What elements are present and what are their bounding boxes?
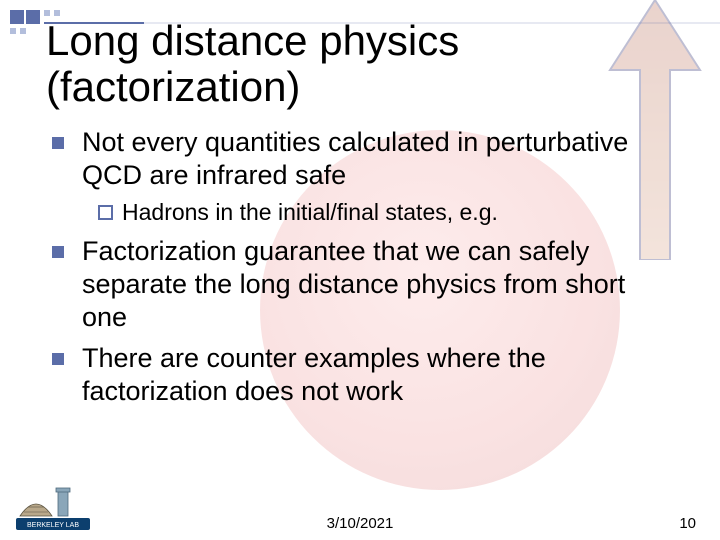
bullet-list: Not every quantities calculated in pertu… — [52, 126, 674, 407]
footer-date: 3/10/2021 — [0, 515, 720, 532]
bullet-item: There are counter examples where the fac… — [52, 342, 674, 408]
bullet-item: Factorization guarantee that we can safe… — [52, 235, 674, 334]
sub-bullet-list: Hadrons in the initial/final states, e.g… — [98, 198, 674, 227]
bullet-text: Factorization guarantee that we can safe… — [82, 236, 625, 332]
footer-page-number: 10 — [679, 515, 696, 532]
bullet-text: There are counter examples where the fac… — [82, 343, 546, 406]
corner-decoration — [0, 0, 160, 40]
bullet-text: Not every quantities calculated in pertu… — [82, 127, 628, 190]
berkeley-lab-logo: BERKELEY LAB — [14, 486, 92, 532]
logo-label: BERKELEY LAB — [27, 522, 79, 529]
bullet-item: Not every quantities calculated in pertu… — [52, 126, 674, 227]
slide-content: Long distance physics (factorization) No… — [0, 0, 720, 408]
sub-bullet-item: Hadrons in the initial/final states, e.g… — [98, 198, 674, 227]
sub-bullet-text: Hadrons in the initial/final states, e.g… — [122, 199, 498, 225]
